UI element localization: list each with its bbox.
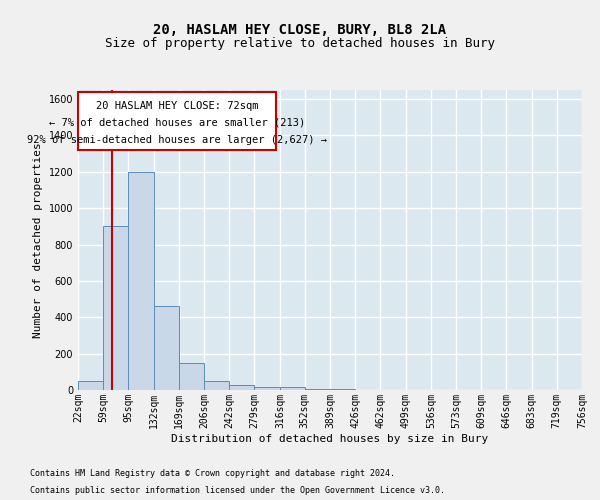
Bar — [254, 388, 280, 390]
Text: 92% of semi-detached houses are larger (2,627) →: 92% of semi-detached houses are larger (… — [27, 134, 327, 144]
Text: Contains HM Land Registry data © Crown copyright and database right 2024.: Contains HM Land Registry data © Crown c… — [30, 468, 395, 477]
Bar — [205, 381, 229, 390]
Text: ← 7% of detached houses are smaller (213): ← 7% of detached houses are smaller (213… — [49, 117, 305, 127]
Bar — [78, 92, 276, 150]
Text: Contains public sector information licensed under the Open Government Licence v3: Contains public sector information licen… — [30, 486, 445, 495]
Bar — [179, 362, 205, 390]
Text: 20 HASLAM HEY CLOSE: 72sqm: 20 HASLAM HEY CLOSE: 72sqm — [95, 102, 258, 112]
Y-axis label: Number of detached properties: Number of detached properties — [33, 142, 43, 338]
Bar — [128, 172, 154, 390]
Bar — [305, 389, 330, 390]
Bar — [78, 381, 103, 390]
Text: 20, HASLAM HEY CLOSE, BURY, BL8 2LA: 20, HASLAM HEY CLOSE, BURY, BL8 2LA — [154, 22, 446, 36]
Bar — [330, 389, 355, 390]
Bar — [280, 388, 305, 390]
Bar — [229, 384, 254, 390]
X-axis label: Distribution of detached houses by size in Bury: Distribution of detached houses by size … — [172, 434, 488, 444]
Bar — [103, 226, 128, 390]
Bar — [154, 306, 179, 390]
Text: Size of property relative to detached houses in Bury: Size of property relative to detached ho… — [105, 38, 495, 51]
